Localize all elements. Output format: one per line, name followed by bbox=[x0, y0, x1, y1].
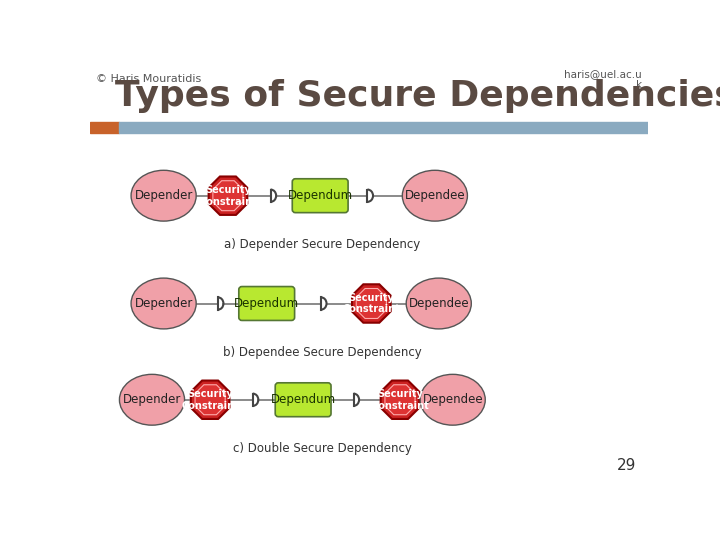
Ellipse shape bbox=[131, 170, 196, 221]
Text: Dependum: Dependum bbox=[271, 393, 336, 406]
Text: © Haris Mouratidis: © Haris Mouratidis bbox=[96, 74, 202, 84]
Text: Security
Constraint: Security Constraint bbox=[199, 185, 257, 206]
Polygon shape bbox=[195, 385, 225, 415]
Ellipse shape bbox=[131, 278, 196, 329]
Text: Dependee: Dependee bbox=[423, 393, 483, 406]
FancyBboxPatch shape bbox=[292, 179, 348, 213]
Ellipse shape bbox=[402, 170, 467, 221]
Ellipse shape bbox=[420, 374, 485, 425]
Polygon shape bbox=[191, 381, 230, 419]
Bar bbox=[90, 122, 119, 132]
Text: 29: 29 bbox=[617, 458, 636, 473]
Text: b) Dependee Secure Dependency: b) Dependee Secure Dependency bbox=[223, 346, 422, 359]
Ellipse shape bbox=[406, 278, 472, 329]
Ellipse shape bbox=[120, 374, 184, 425]
Text: Depender: Depender bbox=[123, 393, 181, 406]
Text: Dependum: Dependum bbox=[234, 297, 300, 310]
Text: c) Double Secure Dependency: c) Double Secure Dependency bbox=[233, 442, 412, 455]
Polygon shape bbox=[385, 385, 415, 415]
Text: Dependee: Dependee bbox=[405, 189, 465, 202]
Text: Security
Constraint: Security Constraint bbox=[343, 293, 400, 314]
Text: Depender: Depender bbox=[135, 189, 193, 202]
FancyBboxPatch shape bbox=[239, 287, 294, 320]
Bar bbox=[119, 122, 648, 132]
Polygon shape bbox=[381, 381, 419, 419]
Text: Depender: Depender bbox=[135, 297, 193, 310]
Text: a) Depender Secure Dependency: a) Depender Secure Dependency bbox=[225, 238, 420, 251]
Text: haris@uel.ac.u
k: haris@uel.ac.u k bbox=[564, 69, 642, 90]
Text: Dependee: Dependee bbox=[408, 297, 469, 310]
Text: Security
Constraint: Security Constraint bbox=[371, 389, 429, 410]
Text: Types of Secure Dependencies: Types of Secure Dependencies bbox=[114, 79, 720, 113]
Text: Security
Constraint: Security Constraint bbox=[181, 389, 239, 410]
Polygon shape bbox=[352, 284, 391, 323]
FancyBboxPatch shape bbox=[275, 383, 331, 417]
Polygon shape bbox=[356, 288, 387, 319]
Text: Dependum: Dependum bbox=[287, 189, 353, 202]
Polygon shape bbox=[209, 177, 247, 215]
Polygon shape bbox=[213, 181, 243, 211]
